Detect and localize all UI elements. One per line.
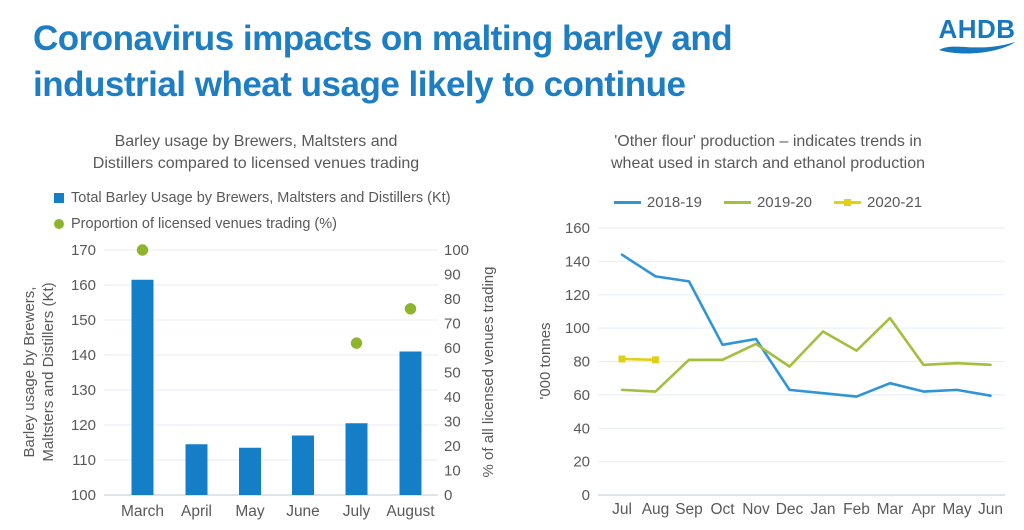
legend-label: Proportion of licensed venues trading (%…	[71, 216, 337, 232]
line-2019-20	[620, 316, 992, 393]
y-axis-tick: 60	[573, 387, 590, 404]
left-axis-tick: 140	[71, 347, 96, 364]
right-axis-tick: 90	[444, 267, 461, 284]
page-title: Coronavirus impacts on malting barley an…	[33, 16, 933, 108]
x-axis-label: May	[235, 503, 265, 520]
legend-line-icon	[723, 201, 751, 204]
legend-label: 2019-20	[756, 194, 813, 211]
y-axis-tick: 160	[565, 220, 590, 237]
right-axis-tick: 30	[444, 414, 461, 431]
left-axis-tick: 130	[71, 382, 96, 399]
y-axis-tick: 0	[582, 487, 590, 504]
right-axis-tick: 100	[444, 242, 469, 259]
legend-item-barley-usage: Total Barley Usage by Brewers, Maltsters…	[54, 185, 451, 211]
x-axis-label: April	[181, 503, 212, 520]
y-axis-title: '000 tonnes	[537, 322, 554, 399]
ahdb-logo-text: AHDB	[938, 14, 1016, 44]
right-axis-tick: 40	[444, 389, 461, 406]
dot-july	[350, 337, 363, 349]
left-axis-tick: 100	[71, 487, 96, 504]
marker-2020-21	[652, 356, 659, 364]
right-axis-tick: 60	[444, 340, 461, 357]
y-axis-tick: 40	[573, 420, 590, 437]
y-axis-tick: 100	[565, 320, 590, 337]
x-axis-label: Jan	[811, 501, 836, 518]
x-axis-label: August	[386, 503, 435, 520]
left-axis-tick: 160	[71, 277, 96, 294]
x-axis-label: Feb	[843, 501, 870, 518]
flour-chart-legend: 2018-19 2019-20 2020-21	[512, 194, 1024, 211]
left-axis-tick: 170	[71, 242, 96, 259]
page-title-line2: industrial wheat usage likely to continu…	[33, 65, 686, 104]
x-axis-label: Nov	[742, 501, 770, 518]
x-axis-label: Dec	[776, 501, 804, 518]
right-axis-tick: 0	[444, 487, 452, 504]
x-axis-label: Jun	[978, 501, 1003, 518]
y-axis-tick: 120	[565, 287, 590, 304]
right-axis-tick: 10	[444, 463, 461, 480]
legend-item-2020-21: 2020-21	[834, 194, 922, 211]
dot-august	[404, 303, 417, 315]
right-axis-tick: 20	[444, 438, 461, 455]
x-axis-label: May	[942, 501, 972, 518]
line-2018-19	[620, 253, 992, 398]
flour-chart-title: 'Other flour' production – indicates tre…	[611, 133, 925, 172]
left-axis-title: Barley usage by Brewers, Maltsters and Di…	[21, 282, 57, 461]
legend-dot-icon	[54, 219, 64, 229]
legend-label: Total Barley Usage by Brewers, Maltsters…	[71, 190, 451, 206]
left-axis-tick: 150	[71, 312, 96, 329]
legend-label: 2018-19	[646, 194, 702, 211]
line-2020-21	[620, 357, 657, 362]
legend-line-icon	[613, 201, 641, 204]
x-axis-label: June	[286, 503, 320, 520]
ahdb-logo: AHDB	[938, 16, 1016, 56]
page-title-line1: Coronavirus impacts on malting barley an…	[33, 19, 733, 58]
y-axis-tick: 20	[573, 454, 590, 471]
x-axis-label: Oct	[710, 501, 735, 518]
right-axis-title: % of all licensed venues trading	[480, 267, 497, 478]
flour-production-chart: 0 20 40 60 80 100 120 140 160 Jul Aug Sep Oct Nov Dec J…	[537, 220, 1005, 518]
legend-label: 2020-21	[867, 194, 923, 211]
bar-august	[399, 351, 422, 495]
right-axis-tick: 70	[444, 316, 461, 333]
right-axis-tick: 80	[444, 291, 461, 308]
bar-may	[239, 447, 261, 495]
legend-item-venues-trading: Proportion of licensed venues trading (%…	[54, 211, 451, 237]
y-axis-tick: 140	[565, 253, 590, 270]
barley-chart-title: Barley usage by Brewers, Maltsters and D…	[92, 133, 420, 172]
legend-square-icon	[54, 193, 64, 203]
legend-item-2019-20: 2019-20	[723, 194, 813, 211]
barley-chart-legend: Total Barley Usage by Brewers, Maltsters…	[54, 185, 451, 237]
x-axis-label: March	[121, 503, 164, 520]
dot-march	[136, 244, 149, 256]
y-axis-tick: 80	[573, 354, 590, 371]
x-axis-label: Jul	[612, 501, 632, 518]
bar-july	[345, 423, 368, 495]
legend-line-marker-icon	[834, 199, 862, 206]
bar-june	[292, 435, 314, 495]
right-axis-tick: 50	[444, 365, 461, 382]
x-axis-label: Aug	[642, 501, 670, 518]
x-axis-label: Apr	[911, 501, 935, 518]
x-axis-label: July	[343, 503, 371, 520]
left-axis-tick: 120	[71, 417, 96, 434]
bar-march	[131, 279, 154, 495]
legend-item-2018-19: 2018-19	[613, 194, 702, 211]
barley-usage-chart: 100 110 120 130 140 150 160 170 0 10 20 30 40 50 60 70 8…	[21, 242, 497, 520]
x-axis-label: Mar	[877, 501, 904, 518]
ahdb-wave-icon	[939, 42, 1015, 54]
x-axis-label: Sep	[675, 501, 703, 518]
left-axis-tick: 110	[72, 452, 96, 469]
marker-2020-21	[618, 355, 626, 363]
bar-april	[185, 444, 208, 495]
